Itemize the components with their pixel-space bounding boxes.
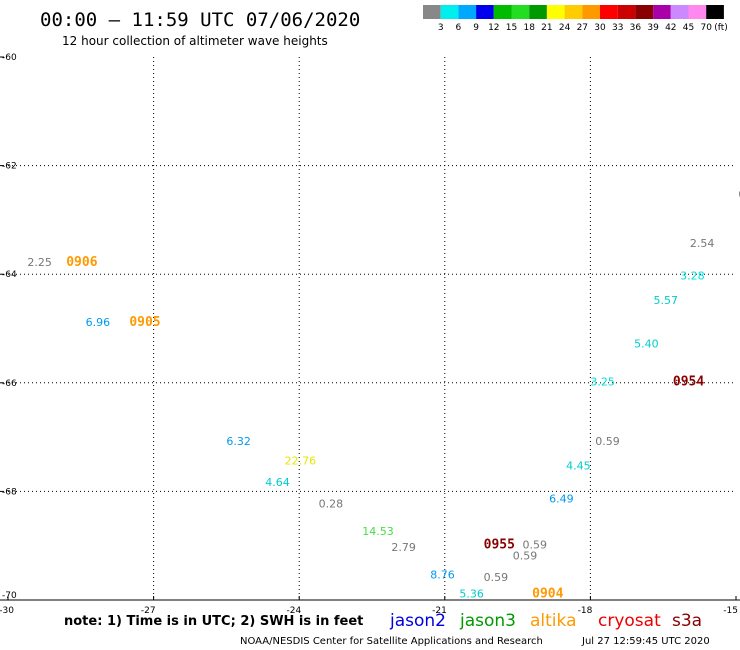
legend-swatch: [600, 5, 618, 19]
legend-swatch: [458, 5, 477, 19]
legend-swatch: [511, 5, 530, 19]
wave-height-value: 5.57: [653, 294, 678, 307]
wave-height-value: 6.49: [549, 492, 574, 505]
legend-label: 18: [523, 23, 535, 33]
wave-height-value: 0.59: [522, 538, 547, 551]
x-tick-label: -18: [578, 606, 593, 616]
chart-title: 00:00 – 11:59 UTC 07/06/2020: [40, 9, 360, 31]
legend-swatch: [635, 5, 654, 19]
legend-unit: (ft): [714, 23, 728, 33]
legend-label: 15: [506, 23, 517, 33]
satellite-name-s3a: s3a: [672, 611, 702, 631]
wave-height-value: 8.76: [430, 568, 455, 581]
pass-time-label: 0905: [129, 315, 160, 330]
chart-subtitle: 12 hour collection of altimeter wave hei…: [62, 34, 328, 48]
legend-label: 45: [683, 23, 694, 33]
legend-label: 3: [438, 23, 444, 33]
pass-time-labels: 0906 0905 0904 0955 0954: [66, 255, 704, 601]
satellite-name-jason3: jason3: [459, 611, 516, 631]
pass-time-label: 0955: [484, 537, 515, 552]
legend-swatch: [529, 5, 547, 19]
wave-height-value: 0.59: [595, 435, 620, 448]
x-tick-label: -30: [0, 606, 14, 616]
footer-credit: NOAA/NESDIS Center for Satellite Applica…: [240, 636, 543, 647]
x-tick-label: -27: [141, 606, 156, 616]
legend-swatch: [670, 5, 689, 19]
legend-swatch: [688, 5, 707, 19]
legend-swatch: [546, 5, 565, 19]
legend-swatch: [440, 5, 459, 19]
footer-note: note: 1) Time is in UTC; 2) SWH is in fe…: [64, 614, 363, 629]
y-tick-label: -62: [2, 162, 17, 172]
legend-label: 70: [700, 23, 712, 33]
wave-height-value: 22.76: [285, 454, 317, 467]
wave-height-value: 2.54: [690, 237, 715, 250]
wave-height-value: 6.96: [86, 316, 111, 329]
wave-height-value: 4.64: [265, 476, 290, 489]
legend-swatch: [493, 5, 512, 19]
satellite-name-altika: altika: [530, 611, 577, 631]
y-tick-label: -66: [2, 379, 17, 389]
satellite-name-cryosat: cryosat: [598, 611, 661, 631]
wave-height-value: 0.28: [319, 498, 344, 511]
legend-label: 36: [630, 23, 642, 33]
pass-time-label: 0906: [66, 255, 97, 270]
legend-swatch: [582, 5, 600, 19]
legend-swatch: [564, 5, 583, 19]
legend-label: 12: [488, 23, 499, 33]
x-tick-label: -21: [432, 606, 447, 616]
legend-label: 42: [665, 23, 676, 33]
legend-label: 9: [473, 23, 479, 33]
x-tick-label: -24: [286, 606, 301, 616]
wave-height-value: 6.32: [226, 435, 251, 448]
y-tick-label: -68: [2, 487, 17, 497]
legend-swatch: [476, 5, 494, 19]
wave-height-value: 3.25: [590, 376, 615, 389]
wave-height-value: 2.79: [391, 541, 416, 554]
y-tick-label: -70: [2, 591, 17, 601]
legend-swatch: [706, 5, 724, 19]
wave-height-value: 5.40: [634, 338, 659, 351]
wave-height-value: 5.36: [459, 587, 484, 600]
axis-ticks: -30 -27 -24 -21 -18 -15 -60 -62 -64 -66 -68 -70: [0, 53, 738, 616]
y-tick-label: -60: [2, 53, 17, 63]
legend-label: 27: [577, 23, 588, 33]
wave-height-value: 0.59: [513, 549, 538, 562]
data-points: 2.25 6.96 6.32 22.76 4.64 0.28 14.53 2.79 8.76 5.…: [27, 188, 740, 600]
wave-height-value: 3.28: [680, 270, 705, 283]
wave-height-value: 0.: [738, 188, 740, 201]
legend-label: 21: [541, 23, 552, 33]
wave-height-value: 0.59: [484, 571, 509, 584]
wave-height-value: 14.53: [362, 525, 394, 538]
legend-label: 39: [647, 23, 659, 33]
wave-height-value: 4.45: [566, 460, 591, 473]
grid-lines: [0, 57, 740, 601]
legend-label: 33: [612, 23, 623, 33]
legend-label: 30: [594, 23, 606, 33]
wave-height-value: 2.25: [27, 256, 52, 269]
pass-time-label: 0954: [673, 375, 704, 390]
legend-label: 6: [456, 23, 462, 33]
x-tick-label: -15: [723, 606, 738, 616]
pass-time-label: 0904: [532, 586, 563, 601]
footer-timestamp: Jul 27 12:59:45 UTC 2020: [581, 636, 710, 647]
legend-swatch: [617, 5, 636, 19]
y-tick-label: -64: [2, 270, 17, 280]
legend-label: 24: [559, 23, 571, 33]
color-legend: 3 6 9 12 15 18 21 24 27 30 33 36 39 42 45 70 (ft): [423, 5, 728, 33]
satellite-name-jason2: jason2: [389, 611, 446, 631]
legend-swatch: [423, 5, 441, 19]
satellite-legend: jason2 jason3 altika cryosat s3a: [389, 611, 702, 631]
legend-swatch: [653, 5, 671, 19]
